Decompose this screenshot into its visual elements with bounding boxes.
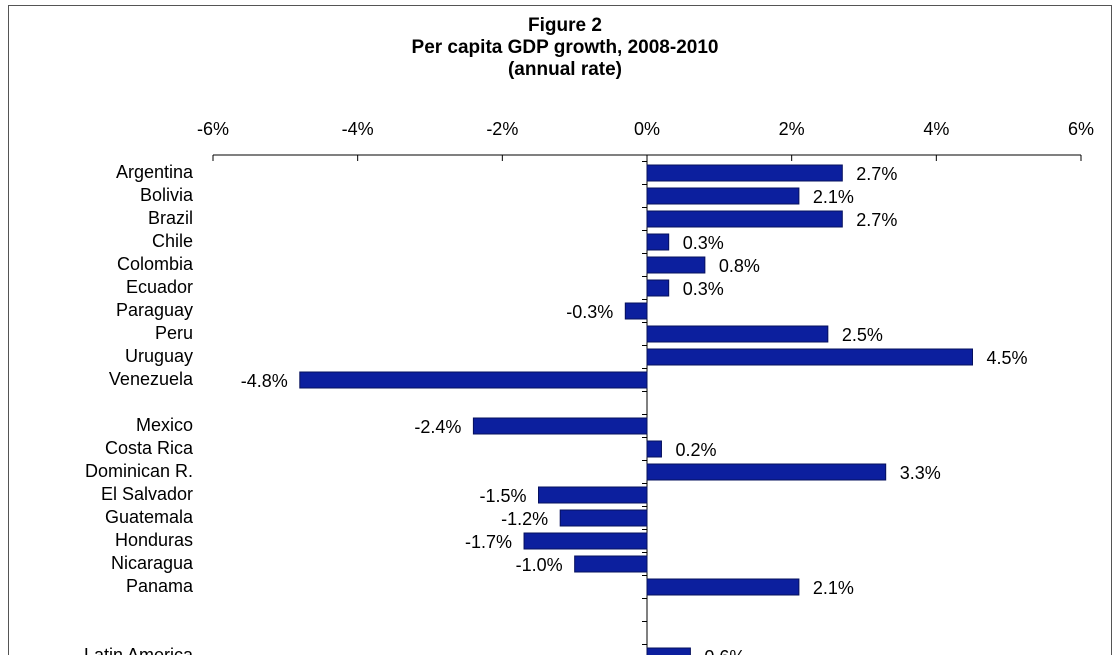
data-label: 4.5% — [987, 348, 1028, 368]
data-label: 2.7% — [856, 164, 897, 184]
data-label: 2.1% — [813, 187, 854, 207]
bar — [646, 348, 973, 366]
x-tick-label: 4% — [923, 119, 949, 139]
bar — [559, 509, 648, 527]
y-tick-label: Paraguay — [116, 300, 193, 320]
data-label: -4.8% — [241, 371, 288, 391]
bar — [646, 187, 800, 205]
y-tick-label: Ecuador — [126, 277, 193, 297]
y-tick-label: Costa Rica — [105, 438, 194, 458]
y-tick-label: Bolivia — [140, 185, 194, 205]
chart-title: Per capita GDP growth, 2008-2010 — [412, 37, 719, 58]
chart-title: (annual rate) — [508, 59, 622, 80]
bar — [646, 325, 829, 343]
bar — [574, 555, 648, 573]
bar — [538, 486, 648, 504]
bar — [472, 417, 648, 435]
bar — [646, 440, 662, 458]
bar — [523, 532, 648, 550]
x-tick-label: 0% — [634, 119, 660, 139]
y-tick-label: Dominican R. — [85, 461, 193, 481]
x-tick-label: 6% — [1068, 119, 1094, 139]
data-label: -1.0% — [516, 555, 563, 575]
y-tick-label: Argentina — [116, 162, 194, 182]
y-tick-label: Venezuela — [109, 369, 194, 389]
bar — [646, 233, 670, 251]
y-tick-label: Colombia — [117, 254, 194, 274]
bar — [646, 647, 691, 655]
data-label: 0.8% — [719, 256, 760, 276]
chart-title: Figure 2 — [528, 15, 602, 36]
data-label: -1.5% — [479, 486, 526, 506]
y-tick-label: Nicaragua — [111, 553, 194, 573]
data-label: -1.7% — [465, 532, 512, 552]
data-label: 0.2% — [675, 440, 716, 460]
bar — [299, 371, 648, 389]
y-tick-label: Uruguay — [125, 346, 193, 366]
data-label: -0.3% — [566, 302, 613, 322]
data-label: 2.7% — [856, 210, 897, 230]
x-tick-label: -4% — [342, 119, 374, 139]
x-tick-label: -2% — [486, 119, 518, 139]
y-tick-label: Peru — [155, 323, 193, 343]
bar — [646, 279, 670, 297]
data-label: 2.5% — [842, 325, 883, 345]
data-label: 0.3% — [683, 279, 724, 299]
data-label: -1.2% — [501, 509, 548, 529]
data-label: 3.3% — [900, 463, 941, 483]
x-tick-label: 2% — [779, 119, 805, 139]
y-tick-label: Honduras — [115, 530, 193, 550]
y-tick-label: Brazil — [148, 208, 193, 228]
y-tick-label: El Salvador — [101, 484, 193, 504]
y-tick-label: Panama — [126, 576, 194, 596]
data-label: -2.4% — [414, 417, 461, 437]
data-label: 2.1% — [813, 578, 854, 598]
bar — [646, 164, 843, 182]
x-tick-label: -6% — [197, 119, 229, 139]
bar — [646, 210, 843, 228]
y-tick-label: Latin America — [84, 645, 194, 655]
bar — [646, 256, 706, 274]
y-tick-label: Chile — [152, 231, 193, 251]
bar — [624, 302, 648, 320]
y-tick-label: Guatemala — [105, 507, 194, 527]
y-tick-label: Mexico — [136, 415, 193, 435]
data-label: 0.6% — [704, 647, 745, 655]
frame — [8, 5, 1112, 655]
bar — [646, 578, 800, 596]
data-label: 0.3% — [683, 233, 724, 253]
bar — [646, 463, 887, 481]
